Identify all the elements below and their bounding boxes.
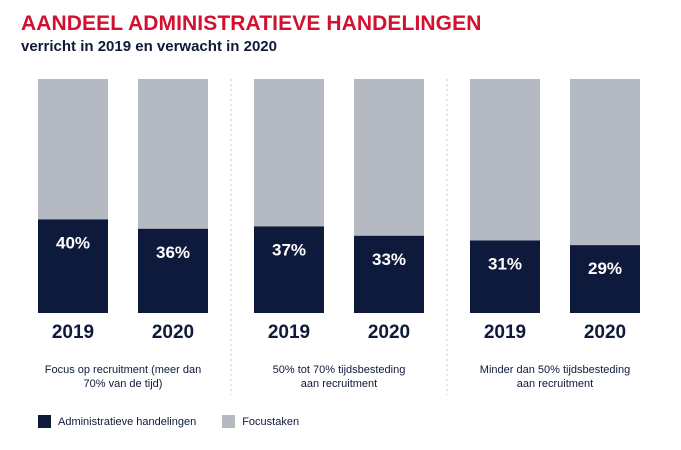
group-category-label: aan recruitment [301, 378, 377, 390]
legend-swatch-focus [222, 415, 236, 428]
legend-label-focus: Focustaken [242, 415, 300, 428]
legend-item-focus: Focustaken [222, 415, 299, 428]
year-label: 2020 [368, 322, 410, 343]
group-category-label: Minder dan 50% tijdsbesteding [480, 364, 630, 376]
bar-administratief [470, 240, 540, 313]
bar-value-label: 33% [372, 250, 406, 269]
legend-label-admin: Administratieve handelingen [58, 415, 197, 428]
year-label: 2019 [268, 322, 310, 343]
legend-item-admin: Administratieve handelingen [38, 415, 196, 428]
group-category-label: 70% van de tijd) [84, 378, 163, 390]
bar-administratief [138, 228, 208, 313]
stacked-bar-chart: 40% 2019 36% 2020 Focus op recruitment (meer… [38, 79, 640, 395]
bar-focustaken [38, 79, 108, 220]
legend-swatch-admin [38, 415, 51, 428]
legend: Administratieve handelingen Focustaken [38, 415, 299, 428]
group-category-label: Focus op recruitment (meer dan [45, 364, 202, 376]
bar-focustaken [354, 79, 424, 236]
year-label: 2019 [52, 322, 94, 343]
bar-administratief [570, 245, 640, 313]
group-category-label: 50% tot 70% tijdsbesteding [273, 364, 406, 376]
bar-administratief [354, 235, 424, 313]
year-label: 2020 [584, 322, 626, 343]
bar-focustaken [138, 79, 208, 229]
year-label: 2020 [152, 322, 194, 343]
bar-value-label: 29% [588, 259, 622, 278]
bar-value-label: 40% [56, 233, 90, 252]
bar-value-label: 37% [272, 240, 306, 259]
bar-administratief [254, 226, 324, 313]
bar-value-label: 36% [156, 243, 190, 262]
bar-focustaken [254, 79, 324, 227]
chart-subtitle: verricht in 2019 en verwacht in 2020 [21, 38, 277, 55]
bar-administratief [38, 219, 108, 313]
bar-value-label: 31% [488, 254, 522, 273]
bar-focustaken [570, 79, 640, 246]
year-label: 2019 [484, 322, 526, 343]
chart-title: AANDEEL ADMINISTRATIEVE HANDELINGEN [21, 12, 482, 35]
group-category-label: aan recruitment [517, 378, 593, 390]
bar-focustaken [470, 79, 540, 241]
